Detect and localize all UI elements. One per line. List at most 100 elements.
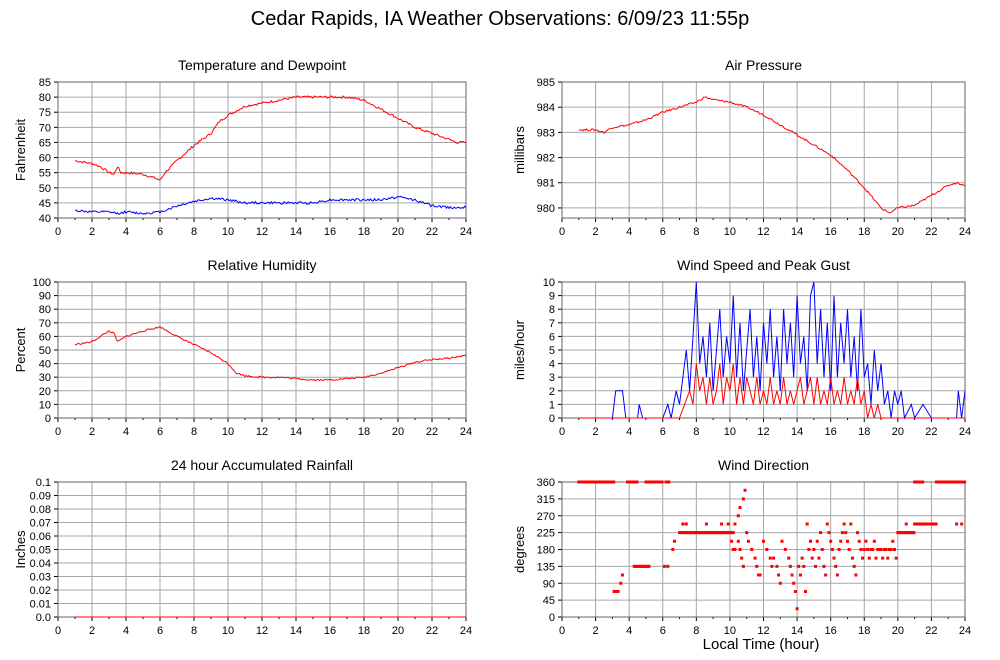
x-tick-label: 2	[89, 226, 95, 238]
y-tick-label: 981	[537, 178, 555, 190]
y-tick-label: 0.01	[30, 599, 51, 611]
x-tick-label: 20	[392, 426, 404, 438]
x-tick-label: 24	[959, 625, 971, 637]
x-tick-label: 22	[925, 426, 937, 438]
series-line-red	[74, 95, 467, 181]
y-tick-label: 60	[39, 331, 51, 343]
y-tick-label: 4	[549, 359, 555, 371]
x-tick-label: 12	[757, 625, 769, 637]
x-tick-label: 20	[892, 625, 904, 637]
data-point	[736, 539, 740, 543]
y-tick-label: 7	[549, 318, 555, 330]
data-point	[819, 531, 823, 535]
series-line-red	[74, 325, 466, 382]
series-line-blue	[74, 195, 467, 216]
x-tick-label: 24	[460, 625, 472, 637]
data-point	[762, 539, 765, 543]
x-tick-label: 0	[559, 426, 565, 438]
x-tick-label: 16	[324, 226, 336, 238]
x-tick-label: 8	[191, 426, 197, 438]
data-point	[798, 573, 802, 577]
x-tick-label: 8	[191, 226, 197, 238]
x-tick-label: 4	[626, 426, 632, 438]
y-axis-label: Fahrenheit	[13, 119, 28, 182]
x-tick-label: 22	[426, 625, 438, 637]
data-point	[815, 539, 819, 543]
data-point	[731, 548, 735, 551]
data-point	[847, 548, 851, 551]
y-tick-label: 0.07	[30, 518, 51, 530]
data-point	[666, 564, 670, 568]
series-line-blue	[578, 281, 966, 420]
y-tick-label: 135	[537, 561, 555, 573]
chart-title: Temperature and Dewpoint	[178, 57, 346, 73]
data-point	[912, 531, 916, 535]
y-tick-label: 80	[39, 92, 51, 104]
x-tick-label: 12	[757, 226, 769, 238]
y-tick-label: 0.06	[30, 531, 51, 543]
data-point	[842, 522, 846, 526]
data-point	[620, 573, 624, 577]
x-tick-label: 14	[791, 625, 803, 637]
data-point	[862, 548, 866, 551]
data-point	[746, 539, 750, 543]
y-tick-label: 315	[537, 494, 555, 506]
y-tick-label: 985	[537, 77, 555, 89]
data-point	[753, 556, 757, 560]
y-tick-label: 8	[549, 304, 555, 316]
data-point	[790, 573, 794, 577]
y-tick-label: 0	[549, 612, 555, 624]
data-point	[824, 573, 828, 577]
x-tick-label: 4	[123, 625, 129, 637]
data-point	[667, 480, 671, 484]
data-point	[780, 539, 784, 543]
y-tick-label: 40	[39, 359, 51, 371]
y-tick-label: 3	[549, 372, 555, 384]
y-tick-label: 45	[39, 198, 51, 210]
data-point	[904, 522, 908, 526]
data-point	[820, 548, 824, 551]
y-axis-label: Inches	[13, 530, 28, 569]
data-point	[809, 539, 813, 543]
data-point	[866, 548, 870, 551]
y-tick-label: 70	[39, 122, 51, 134]
data-point	[662, 564, 666, 568]
data-point	[733, 548, 737, 551]
data-point	[778, 581, 782, 585]
y-axis-label: degrees	[512, 526, 527, 573]
x-tick-label: 2	[593, 426, 599, 438]
data-point	[768, 556, 772, 560]
data-point	[829, 539, 833, 543]
chart-title: Wind Direction	[718, 457, 809, 473]
data-point	[733, 522, 737, 526]
x-tick-label: 12	[757, 426, 769, 438]
x-tick-label: 4	[626, 226, 632, 238]
y-tick-label: 0.1	[36, 477, 51, 489]
data-point	[867, 556, 871, 560]
x-tick-label: 0	[55, 226, 61, 238]
data-point	[647, 564, 651, 568]
x-tick-label: 12	[256, 625, 268, 637]
data-point	[783, 548, 787, 551]
series-line-red	[578, 96, 966, 214]
data-point	[869, 548, 873, 551]
data-point	[876, 548, 880, 551]
plot-frame	[561, 481, 966, 618]
y-tick-label: 60	[39, 153, 51, 165]
x-tick-label: 16	[324, 426, 336, 438]
data-point	[802, 564, 806, 568]
data-point	[741, 497, 745, 501]
data-point	[864, 539, 868, 543]
x-tick-label: 2	[89, 625, 95, 637]
plot-frame	[561, 81, 966, 219]
data-point	[736, 514, 740, 518]
x-tick-label: 18	[358, 226, 370, 238]
y-tick-label: 0	[549, 413, 555, 425]
x-tick-label: 6	[157, 625, 163, 637]
data-point	[745, 531, 749, 535]
x-tick-label: 12	[256, 226, 268, 238]
